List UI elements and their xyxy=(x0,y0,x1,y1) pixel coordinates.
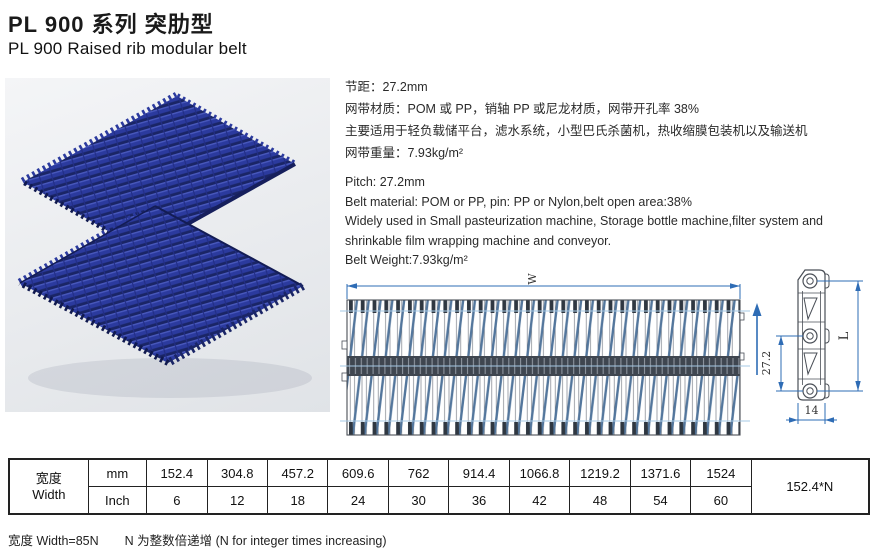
hinge-width-dimension-label: 14 xyxy=(805,404,819,417)
table-header-width: 宽度 Width xyxy=(8,458,89,515)
belt-drawing: W xyxy=(340,269,863,436)
table-cell: 24 xyxy=(327,486,389,515)
table-cell: 1219.2 xyxy=(569,458,631,487)
spec-line: Belt material: POM or PP, pin: PP or Nyl… xyxy=(345,194,692,209)
table-cell: 54 xyxy=(629,486,692,515)
unit-cell-mm: mm xyxy=(87,458,148,487)
spec-line: 网带重量：7.93kg/m² xyxy=(345,146,464,160)
table-cell: 48 xyxy=(569,486,631,515)
belt-top-view xyxy=(340,299,750,436)
belt-side-view xyxy=(797,269,830,401)
spec-line: 节距：27.2mm xyxy=(345,80,428,94)
table-cell: 457.2 xyxy=(266,458,329,487)
hinge-width-dimension xyxy=(786,403,837,424)
table-cell: 609.6 xyxy=(327,458,389,487)
table-cell: 1371.6 xyxy=(629,458,692,487)
table-cell: 36 xyxy=(448,486,510,515)
belt-photo-render xyxy=(17,92,312,398)
table-cell: 1066.8 xyxy=(508,458,571,487)
footnote: 宽度 Width=85N N 为整数倍递增 (N for integer time… xyxy=(8,530,387,549)
table-row-inch: Inch 6 12 18 24 30 36 42 48 54 60 xyxy=(9,486,869,515)
table-row-mm: 宽度 Width mm 152.4 304.8 457.2 609.6 762 … xyxy=(8,458,870,515)
spec-line: Pitch: 27.2mm xyxy=(345,175,425,189)
table-cell: 762 xyxy=(387,458,450,487)
spec-line: shrinkable film wrapping machine and con… xyxy=(345,233,612,248)
table-cell: 304.8 xyxy=(206,458,268,487)
footnote-formula: 宽度 Width=85N xyxy=(8,534,99,548)
width-label-zh: 宽度 xyxy=(35,470,62,486)
table-cell: 18 xyxy=(266,486,329,515)
unit-cell-inch: Inch xyxy=(87,486,148,515)
belt-piece-lower xyxy=(17,202,305,367)
table-cell: 30 xyxy=(387,486,450,515)
pitch-dimension-label: 27.2 xyxy=(760,351,773,376)
direction-arrow xyxy=(752,303,762,375)
technical-drawing: W xyxy=(340,253,878,455)
width-table: 宽度 Width mm 152.4 304.8 457.2 609.6 762 … xyxy=(8,458,870,515)
specs-chinese: 节距：27.2mm 网带材质：POM 或 PP，销轴 PP 或尼龙材质，网带开孔… xyxy=(345,76,808,164)
spec-line: 主要适用于轻负载储平台，滤水系统，小型巴氏杀菌机，热收缩膜包装机以及输送机 xyxy=(345,124,808,138)
spec-line: Belt Weight:7.93kg/m² xyxy=(345,253,468,267)
length-dimension xyxy=(817,280,863,392)
table-cell: 914.4 xyxy=(448,458,510,487)
table-cell: 60 xyxy=(690,486,752,515)
belt-shadow xyxy=(28,358,312,398)
width-formula-cell: 152.4*N xyxy=(750,458,870,515)
page-title-en: PL 900 Raised rib modular belt xyxy=(8,39,247,58)
specs-english: Pitch: 27.2mm Belt material: POM or PP, … xyxy=(345,173,823,271)
spec-line: Widely used in Small pasteurization mach… xyxy=(345,214,824,228)
width-dimension-label: W xyxy=(526,273,539,285)
table-cell: 1524 xyxy=(690,458,752,487)
table-cell: 152.4 xyxy=(146,458,208,487)
table-cell: 6 xyxy=(146,486,208,515)
width-dimension xyxy=(346,283,741,299)
spec-line: 网带材质：POM 或 PP，销轴 PP 或尼龙材质，网带开孔率 38% xyxy=(345,102,699,116)
table-cell: 42 xyxy=(508,486,571,515)
length-dimension-label: L xyxy=(837,331,852,340)
product-photo xyxy=(5,78,330,412)
table-cell: 12 xyxy=(206,486,268,515)
page-title-zh: PL 900 系列 突肋型 xyxy=(8,12,214,37)
width-label-en: Width xyxy=(32,486,66,502)
pitch-dimension xyxy=(776,335,803,392)
footnote-explanation: N 为整数倍递增 (N for integer times increasing… xyxy=(124,534,387,548)
